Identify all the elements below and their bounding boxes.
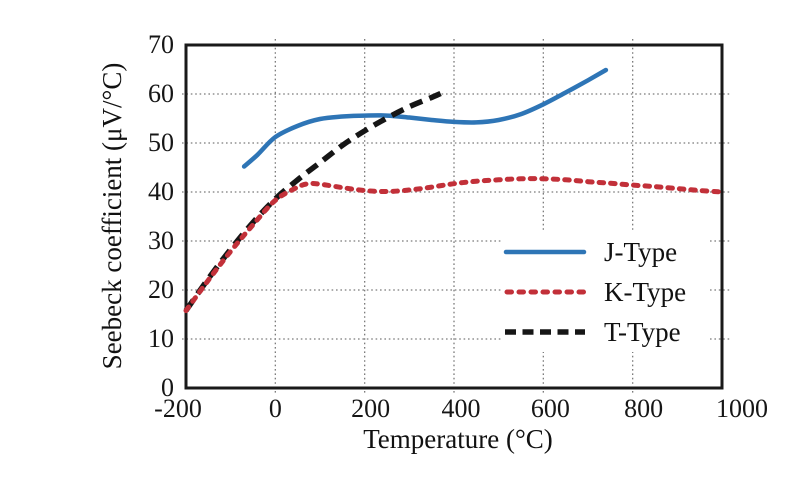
legend-item-t-type: T-Type (503, 313, 709, 351)
y-tick-label: 20 (148, 275, 174, 304)
t-type-dashed-line-icon (505, 329, 585, 335)
x-axis-title: Temperature (°C) (363, 424, 553, 454)
y-tick-label: 10 (148, 324, 174, 353)
k-type-dotted-line-icon (504, 289, 587, 295)
legend-item-j-type: J-Type (503, 233, 709, 271)
legend-item-k-type: K-Type (503, 273, 709, 311)
x-tick-label: 1000 (716, 394, 768, 423)
y-axis-title: Seebeck coefficient (μV/°C) (97, 62, 127, 370)
legend-label-j-type: J-Type (604, 237, 678, 267)
legend: J-Type K-Type T-Type (503, 232, 709, 352)
legend-label-k-type: K-Type (604, 277, 687, 307)
y-tick-label: 50 (148, 128, 174, 157)
legend-label-t-type: T-Type (604, 317, 681, 347)
plot-frame (184, 43, 724, 390)
y-tick-label: 30 (148, 226, 174, 255)
y-tick-label: 70 (148, 30, 174, 59)
x-tick-label: 800 (624, 394, 664, 423)
x-tick-label: 600 (530, 394, 570, 423)
y-tick-label: 40 (148, 177, 174, 206)
series-curve-k-type (183, 176, 725, 314)
x-tick-label: 0 (268, 394, 282, 423)
y-tick-label: 0 (161, 373, 174, 402)
series-curve-t-type (183, 91, 442, 313)
y-tick-label: 60 (148, 79, 174, 108)
x-tick-label: 200 (351, 394, 391, 423)
x-tick-label: -200 (154, 394, 202, 423)
j-type-solid-line-icon (503, 249, 587, 255)
x-tick-label: 400 (441, 394, 481, 423)
series-curve-j-type (241, 67, 609, 169)
